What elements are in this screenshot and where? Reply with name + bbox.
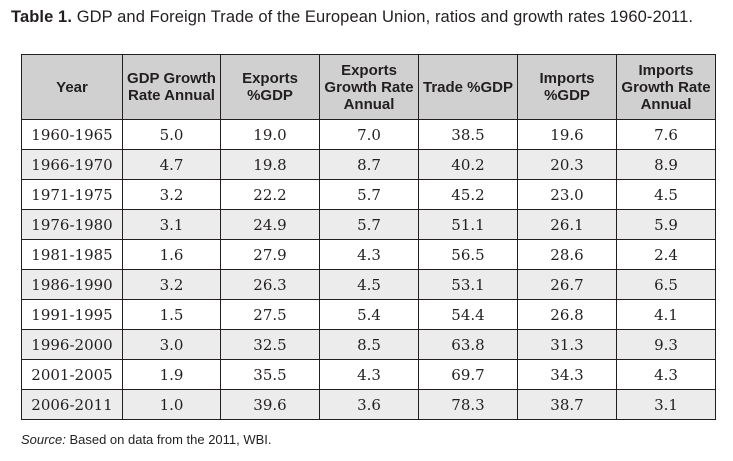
exports-gdp-cell: 19.8 bbox=[220, 149, 320, 180]
exports-growth-cell: 4.5 bbox=[319, 269, 419, 300]
caption-text: GDP and Foreign Trade of the European Un… bbox=[76, 8, 694, 26]
imports-gdp-cell: 23.0 bbox=[517, 179, 617, 210]
year-cell: 1981-1985 bbox=[21, 239, 123, 270]
year-cell: 1986-1990 bbox=[21, 269, 123, 300]
gdp-growth-cell: 3.0 bbox=[122, 329, 221, 360]
exports-growth-cell: 7.0 bbox=[319, 119, 419, 150]
gdp-growth-cell: 1.0 bbox=[122, 389, 221, 420]
source-note: Source: Based on data from the 2011, WBI… bbox=[21, 432, 272, 447]
header-exports-growth: Exports Growth Rate Annual bbox=[319, 54, 419, 120]
imports-growth-cell: 4.5 bbox=[616, 179, 716, 210]
gdp-growth-cell: 1.6 bbox=[122, 239, 221, 270]
header-exports-gdp: Exports %GDP bbox=[220, 54, 320, 120]
imports-growth-cell: 2.4 bbox=[616, 239, 716, 270]
imports-growth-cell: 3.1 bbox=[616, 389, 716, 420]
table-row: 1971-1975 3.2 22.2 5.7 45.2 23.0 4.5 bbox=[21, 179, 716, 210]
imports-gdp-cell: 38.7 bbox=[517, 389, 617, 420]
imports-growth-cell: 4.1 bbox=[616, 299, 716, 330]
imports-growth-cell: 8.9 bbox=[616, 149, 716, 180]
table-row: 2006-2011 1.0 39.6 3.6 78.3 38.7 3.1 bbox=[21, 389, 716, 420]
trade-gdp-cell: 63.8 bbox=[418, 329, 518, 360]
exports-growth-cell: 8.5 bbox=[319, 329, 419, 360]
exports-gdp-cell: 27.5 bbox=[220, 299, 320, 330]
year-cell: 1971-1975 bbox=[21, 179, 123, 210]
imports-growth-cell: 4.3 bbox=[616, 359, 716, 390]
imports-gdp-cell: 26.7 bbox=[517, 269, 617, 300]
imports-gdp-cell: 28.6 bbox=[517, 239, 617, 270]
exports-gdp-cell: 35.5 bbox=[220, 359, 320, 390]
imports-gdp-cell: 20.3 bbox=[517, 149, 617, 180]
table-row: 1966-1970 4.7 19.8 8.7 40.2 20.3 8.9 bbox=[21, 149, 716, 180]
exports-gdp-cell: 24.9 bbox=[220, 209, 320, 240]
trade-gdp-cell: 54.4 bbox=[418, 299, 518, 330]
exports-gdp-cell: 26.3 bbox=[220, 269, 320, 300]
header-row: Year GDP Growth Rate Annual Exports %GDP… bbox=[21, 54, 716, 120]
exports-growth-cell: 8.7 bbox=[319, 149, 419, 180]
trade-gdp-cell: 40.2 bbox=[418, 149, 518, 180]
gdp-growth-cell: 1.5 bbox=[122, 299, 221, 330]
gdp-growth-cell: 1.9 bbox=[122, 359, 221, 390]
table-row: 1996-2000 3.0 32.5 8.5 63.8 31.3 9.3 bbox=[21, 329, 716, 360]
imports-gdp-cell: 19.6 bbox=[517, 119, 617, 150]
imports-gdp-cell: 26.8 bbox=[517, 299, 617, 330]
header-gdp-growth: GDP Growth Rate Annual bbox=[122, 54, 221, 120]
imports-growth-cell: 5.9 bbox=[616, 209, 716, 240]
gdp-growth-cell: 5.0 bbox=[122, 119, 221, 150]
header-year: Year bbox=[21, 54, 123, 120]
trade-gdp-cell: 69.7 bbox=[418, 359, 518, 390]
trade-gdp-cell: 38.5 bbox=[418, 119, 518, 150]
gdp-growth-cell: 4.7 bbox=[122, 149, 221, 180]
exports-growth-cell: 4.3 bbox=[319, 239, 419, 270]
imports-gdp-cell: 34.3 bbox=[517, 359, 617, 390]
gdp-trade-table: Year GDP Growth Rate Annual Exports %GDP… bbox=[21, 54, 716, 420]
imports-gdp-cell: 31.3 bbox=[517, 329, 617, 360]
year-cell: 1996-2000 bbox=[21, 329, 123, 360]
table-row: 1960-1965 5.0 19.0 7.0 38.5 19.6 7.6 bbox=[21, 119, 716, 150]
trade-gdp-cell: 51.1 bbox=[418, 209, 518, 240]
exports-growth-cell: 4.3 bbox=[319, 359, 419, 390]
year-cell: 1991-1995 bbox=[21, 299, 123, 330]
source-text: Based on data from the 2011, WBI. bbox=[69, 432, 272, 447]
header-trade-gdp: Trade %GDP bbox=[418, 54, 518, 120]
year-cell: 2001-2005 bbox=[21, 359, 123, 390]
exports-growth-cell: 5.7 bbox=[319, 209, 419, 240]
gdp-growth-cell: 3.2 bbox=[122, 269, 221, 300]
imports-growth-cell: 7.6 bbox=[616, 119, 716, 150]
trade-gdp-cell: 56.5 bbox=[418, 239, 518, 270]
table-caption: Table 1. GDP and Foreign Trade of the Eu… bbox=[11, 8, 693, 27]
table-row: 2001-2005 1.9 35.5 4.3 69.7 34.3 4.3 bbox=[21, 359, 716, 390]
exports-gdp-cell: 19.0 bbox=[220, 119, 320, 150]
header-imports-gdp: Imports %GDP bbox=[517, 54, 617, 120]
exports-growth-cell: 5.7 bbox=[319, 179, 419, 210]
header-imports-growth: Imports Growth Rate Annual bbox=[616, 54, 716, 120]
imports-growth-cell: 6.5 bbox=[616, 269, 716, 300]
exports-gdp-cell: 27.9 bbox=[220, 239, 320, 270]
trade-gdp-cell: 45.2 bbox=[418, 179, 518, 210]
table-row: 1991-1995 1.5 27.5 5.4 54.4 26.8 4.1 bbox=[21, 299, 716, 330]
caption-label: Table 1. bbox=[11, 8, 73, 26]
exports-growth-cell: 5.4 bbox=[319, 299, 419, 330]
gdp-growth-cell: 3.1 bbox=[122, 209, 221, 240]
table-row: 1981-1985 1.6 27.9 4.3 56.5 28.6 2.4 bbox=[21, 239, 716, 270]
imports-gdp-cell: 26.1 bbox=[517, 209, 617, 240]
source-label: Source: bbox=[21, 432, 66, 447]
exports-gdp-cell: 22.2 bbox=[220, 179, 320, 210]
table-row: 1986-1990 3.2 26.3 4.5 53.1 26.7 6.5 bbox=[21, 269, 716, 300]
trade-gdp-cell: 53.1 bbox=[418, 269, 518, 300]
gdp-growth-cell: 3.2 bbox=[122, 179, 221, 210]
year-cell: 1966-1970 bbox=[21, 149, 123, 180]
year-cell: 1976-1980 bbox=[21, 209, 123, 240]
trade-gdp-cell: 78.3 bbox=[418, 389, 518, 420]
imports-growth-cell: 9.3 bbox=[616, 329, 716, 360]
exports-gdp-cell: 32.5 bbox=[220, 329, 320, 360]
exports-growth-cell: 3.6 bbox=[319, 389, 419, 420]
year-cell: 1960-1965 bbox=[21, 119, 123, 150]
table-row: 1976-1980 3.1 24.9 5.7 51.1 26.1 5.9 bbox=[21, 209, 716, 240]
exports-gdp-cell: 39.6 bbox=[220, 389, 320, 420]
year-cell: 2006-2011 bbox=[21, 389, 123, 420]
